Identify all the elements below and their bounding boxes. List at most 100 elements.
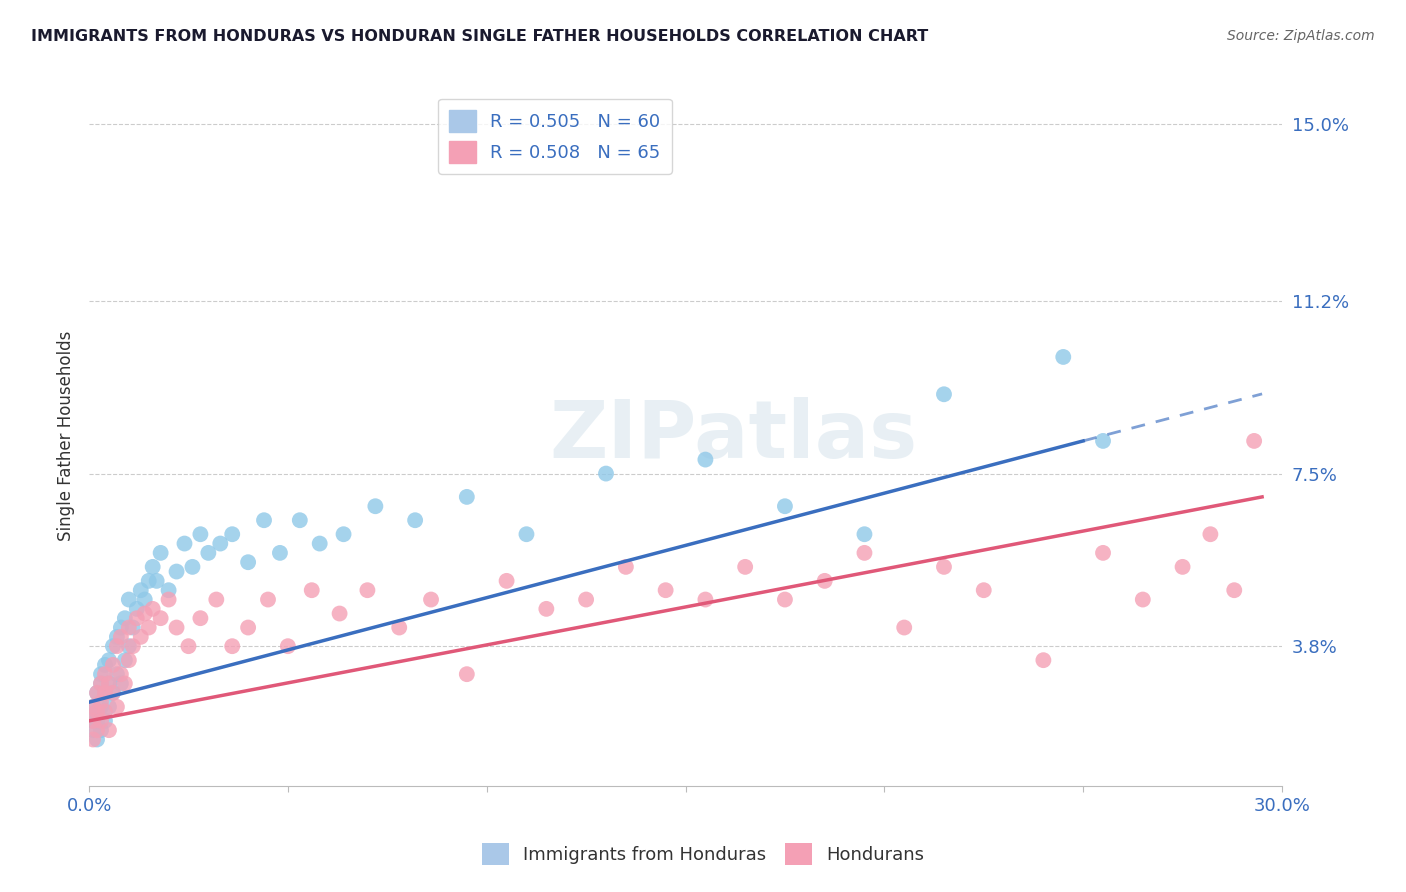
Point [105, 699, 128, 714]
Point [853, 546, 876, 560]
Point [138, 574, 160, 588]
Point [94, 657, 117, 672]
Point [97, 699, 120, 714]
Point [695, 592, 717, 607]
Point [269, 546, 291, 560]
Point [388, 621, 411, 635]
Point [595, 467, 617, 481]
Point [82, 699, 104, 714]
Point [536, 602, 558, 616]
Point [177, 639, 200, 653]
Point [118, 621, 141, 635]
Legend: Immigrants from Honduras, Hondurans: Immigrants from Honduras, Hondurans [475, 836, 931, 872]
Point [97, 676, 120, 690]
Point [814, 574, 837, 588]
Point [134, 607, 156, 621]
Point [197, 546, 219, 560]
Point [773, 592, 796, 607]
Point [190, 527, 212, 541]
Point [105, 639, 128, 653]
Point [773, 500, 796, 514]
Point [495, 574, 517, 588]
Point [734, 560, 756, 574]
Point [277, 639, 299, 653]
Point [1243, 434, 1265, 448]
Point [94, 686, 117, 700]
Point [356, 583, 378, 598]
Point [105, 667, 128, 681]
Point [1032, 653, 1054, 667]
Point [257, 592, 280, 607]
Point [134, 592, 156, 607]
Point [1092, 434, 1115, 448]
Point [90, 723, 112, 738]
Point [86, 723, 108, 738]
Point [110, 667, 132, 681]
Point [82, 714, 104, 728]
Y-axis label: Single Father Households: Single Father Households [58, 331, 75, 541]
Point [932, 387, 955, 401]
Point [654, 583, 676, 598]
Point [145, 574, 167, 588]
Point [90, 699, 112, 714]
Point [86, 732, 108, 747]
Point [142, 560, 165, 574]
Point [94, 714, 117, 728]
Point [404, 513, 426, 527]
Point [853, 527, 876, 541]
Point [94, 686, 117, 700]
Point [190, 611, 212, 625]
Point [86, 705, 108, 719]
Point [142, 602, 165, 616]
Point [86, 686, 108, 700]
Point [456, 667, 478, 681]
Point [932, 560, 955, 574]
Point [288, 513, 311, 527]
Point [125, 611, 148, 625]
Point [86, 705, 108, 719]
Point [86, 714, 108, 728]
Point [236, 555, 259, 569]
Point [114, 653, 136, 667]
Point [236, 621, 259, 635]
Point [97, 653, 120, 667]
Point [82, 699, 104, 714]
Point [97, 723, 120, 738]
Point [118, 653, 141, 667]
Point [1132, 592, 1154, 607]
Point [1223, 583, 1246, 598]
Point [973, 583, 995, 598]
Text: Source: ZipAtlas.com: Source: ZipAtlas.com [1227, 29, 1375, 43]
Point [90, 667, 112, 681]
Point [1199, 527, 1222, 541]
Point [90, 714, 112, 728]
Point [82, 723, 104, 738]
Point [121, 639, 143, 653]
Point [420, 592, 443, 607]
Point [157, 592, 180, 607]
Point [166, 565, 188, 579]
Text: IMMIGRANTS FROM HONDURAS VS HONDURAN SINGLE FATHER HOUSEHOLDS CORRELATION CHART: IMMIGRANTS FROM HONDURAS VS HONDURAN SIN… [31, 29, 928, 44]
Point [1052, 350, 1074, 364]
Point [118, 592, 141, 607]
Point [205, 592, 228, 607]
Point [105, 630, 128, 644]
Point [1171, 560, 1194, 574]
Point [118, 639, 141, 653]
Point [157, 583, 180, 598]
Point [301, 583, 323, 598]
Point [82, 732, 104, 747]
Point [329, 607, 352, 621]
Point [221, 639, 243, 653]
Point [173, 536, 195, 550]
Point [253, 513, 276, 527]
Point [125, 602, 148, 616]
Point [614, 560, 637, 574]
Point [121, 621, 143, 635]
Text: ZIPatlas: ZIPatlas [550, 397, 917, 475]
Point [97, 676, 120, 690]
Point [110, 621, 132, 635]
Point [94, 667, 117, 681]
Point [114, 611, 136, 625]
Point [101, 686, 124, 700]
